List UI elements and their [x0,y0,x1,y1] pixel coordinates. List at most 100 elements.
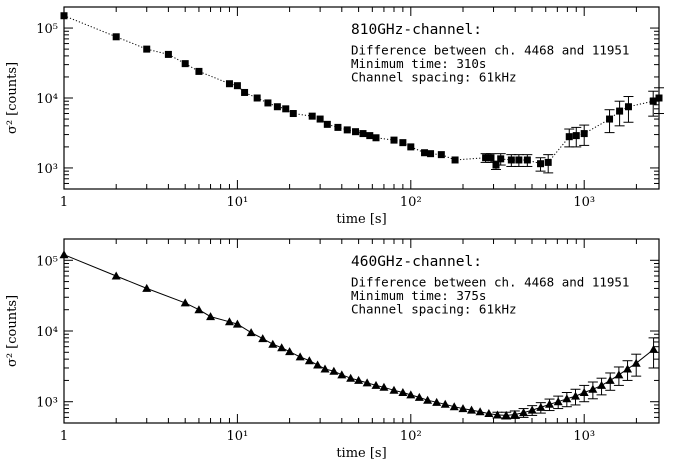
x-axis-label: time [s] [336,212,386,227]
data-point [414,392,424,401]
data-point [527,405,537,414]
annotation-title: 460GHz-channel: [351,254,482,270]
data-point [343,126,351,134]
data-point [427,150,435,158]
data-point [253,94,261,102]
data-point [497,155,505,163]
data-point [282,105,290,113]
data-point [112,33,120,41]
data-point [501,410,511,419]
annotation-title: 810GHz-channel: [351,22,482,38]
data-point [484,409,494,418]
data-point [451,156,459,164]
data-point [241,88,249,96]
data-point [273,103,281,111]
data-point [510,409,520,418]
x-axis-label: time [s] [336,446,386,461]
annotation-line: Channel spacing: 61kHz [351,70,517,85]
data-point [458,404,468,413]
x-tick-label: 10² [400,195,422,210]
annotation-line: Minimum time: 310s [351,56,486,71]
data-point [181,60,189,68]
data-point [482,154,490,162]
y-tick-label: 10³ [36,162,58,177]
data-point [143,45,151,53]
data-point [334,123,342,131]
data-point [225,80,233,88]
y-axis-label: σ² [counts] [5,62,20,134]
data-point [614,370,624,379]
data-point [285,347,295,356]
data-point [579,387,589,396]
y-tick-label: 10⁴ [36,325,58,340]
data-point [359,130,367,138]
data-point [354,375,364,384]
data-point [432,397,442,406]
data-point [390,136,398,144]
data-point [449,402,459,411]
data-point [616,107,624,115]
data-point [258,334,268,343]
data-point [233,82,241,90]
data-point [565,133,573,141]
data-point [407,143,415,151]
annotation-line: Minimum time: 375s [351,288,486,303]
data-point [379,382,389,391]
data-point [536,402,546,411]
data-point [277,343,287,352]
annotation-line: Channel spacing: 61kHz [351,302,517,317]
data-point [423,395,433,404]
data-point [580,130,588,138]
data-point [372,134,380,142]
data-point [59,250,69,259]
data-point [492,410,502,419]
data-point [389,385,399,394]
data-point [515,156,523,164]
data-point [362,378,372,387]
data-point [352,128,360,136]
panel-810ghz: 1 10¹ 10² 10³ 10³ 10⁴ 10⁵ time [s] σ² [counts] 81… [5,6,664,227]
x-tick-label: 10¹ [227,195,249,210]
data-point [421,149,429,157]
data-point [206,312,216,321]
data-point [655,94,663,102]
x-tick-label: 10² [400,429,422,444]
data-point [544,158,552,166]
data-point [337,370,347,379]
data-point [194,305,204,314]
data-point [313,360,323,369]
data-point [264,99,272,107]
data-point [195,67,203,75]
data-point [649,97,657,105]
data-point [597,380,607,389]
data-point [289,110,297,118]
data-point [232,319,242,328]
data-point [111,271,121,280]
data-point [562,394,572,403]
data-point [467,405,477,414]
data-point [316,115,324,123]
data-point [553,397,563,406]
data-point [329,366,339,375]
data-point [323,120,331,128]
data-point [304,356,314,365]
data-point [623,364,633,373]
data-point [537,160,545,168]
data-point [180,298,190,307]
annotation-line: Difference between ch. 4468 and 11951 [351,275,629,290]
y-axis-label: σ² [counts] [5,295,20,367]
panel-460ghz: 1 10¹ 10² 10³ 10³ 10⁴ 10⁵ time [s] σ² [counts] 46… [5,238,660,461]
data-point [406,390,416,399]
data-point [507,156,515,164]
data-point [571,391,581,400]
x-tick-label: 1 [60,429,68,444]
data-point [346,373,356,382]
data-point [545,399,555,408]
data-point [437,151,445,159]
data-point [398,387,408,396]
data-point [606,115,614,123]
data-point [246,328,256,337]
data-point [487,154,495,162]
data-point [295,352,305,361]
data-point [475,407,485,416]
